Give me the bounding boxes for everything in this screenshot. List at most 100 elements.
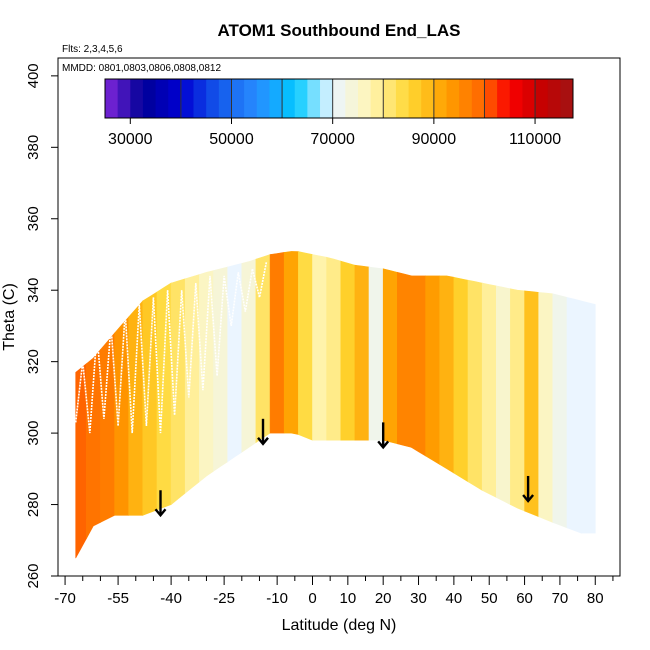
data-column: [213, 266, 228, 472]
data-column: [382, 268, 398, 445]
y-axis-title: Theta (C): [1, 283, 18, 351]
data-column: [269, 252, 285, 434]
arrow-head: [377, 440, 390, 450]
data-column: [439, 275, 455, 474]
x-axis: -70 -55 -40 -25 -10 0 10 20 30 40 50 60 70 80: [54, 576, 614, 607]
arrow-head: [522, 494, 535, 503]
y-tick-label: 400: [25, 63, 42, 88]
colorbar-swatch: [459, 79, 473, 118]
data-column: [510, 288, 525, 512]
y-tick-label: 280: [25, 492, 42, 517]
plot-area: [75, 251, 596, 559]
y-tick-label: 340: [25, 278, 42, 303]
colorbar-swatch: [193, 79, 207, 118]
colorbar-swatch: [218, 79, 232, 118]
colorbar-frame: [104, 78, 574, 119]
data-column: [255, 254, 271, 444]
x-tick-label: 20: [375, 590, 392, 607]
data-column: [326, 256, 342, 441]
y-tick-label: 360: [25, 206, 42, 231]
colorbar-swatch: [408, 79, 422, 118]
x-tick-label: -10: [266, 590, 288, 607]
data-column: [340, 260, 356, 441]
colorbar-swatch: [421, 79, 435, 118]
colorbar-swatch: [307, 79, 321, 118]
data-column: [580, 300, 596, 534]
x-tick-label: 80: [587, 590, 604, 607]
data-column: [524, 290, 540, 518]
x-tick-label: 50: [481, 590, 498, 607]
colorbar-swatch: [117, 79, 131, 118]
y-axis: 260 280 300 320 340 360 380 400: [25, 63, 58, 589]
colorbar-swatch: [484, 79, 498, 118]
plot-frame: [57, 57, 621, 577]
colorbar-swatch: [155, 79, 169, 118]
colorbar-swatch: [294, 79, 308, 118]
colorbar-swatch: [168, 79, 182, 118]
colorbar-swatch: [269, 79, 283, 118]
colorbar-swatch: [130, 79, 144, 118]
arrow-head: [154, 508, 167, 518]
colorbar-swatch: [231, 79, 245, 118]
data-column: [467, 279, 483, 491]
colorbar-swatch: [547, 79, 561, 118]
data-column: [495, 285, 511, 506]
x-tick-label: -40: [160, 590, 182, 607]
data-column: [411, 275, 426, 457]
x-tick-label: 60: [516, 590, 533, 607]
tropopause-trace: [74, 261, 268, 434]
x-tick-label: 70: [552, 590, 569, 607]
x-tick-label: -25: [213, 590, 235, 607]
x-tick-label: 0: [308, 590, 316, 607]
colorbar-swatch: [446, 79, 460, 118]
y-tick-label: 300: [25, 421, 42, 446]
x-tick-label: 40: [446, 590, 463, 607]
colorbar-swatch: [497, 79, 511, 118]
x-tick-label: -55: [107, 590, 129, 607]
flights-label: Flts: 2,3,4,5,6: [62, 44, 123, 55]
x-tick-label: -70: [54, 590, 76, 607]
colorbar-swatch: [332, 79, 346, 118]
data-column: [538, 292, 554, 523]
colorbar-swatch: [320, 79, 334, 118]
colorbar-swatch: [282, 79, 296, 118]
colorbar-swatch: [256, 79, 270, 118]
arrows: [154, 418, 535, 518]
data-column: [312, 254, 327, 441]
colorbar: 30000 50000 70000 90000 110000: [104, 78, 574, 148]
dates-label: MMDD: 0801,0803,0806,0808,0812: [62, 63, 221, 74]
colorbar-swatch: [560, 79, 574, 118]
trace-line: [74, 261, 268, 434]
x-tick-label: 30: [410, 590, 427, 607]
data-column: [396, 271, 412, 448]
data-column: [552, 293, 568, 529]
colorbar-swatch: [345, 79, 359, 118]
y-tick-label: 260: [25, 563, 42, 588]
chart-title: ATOM1 Southbound End_LAS: [217, 21, 460, 40]
colorbar-tick-label: 30000: [108, 131, 153, 148]
data-column: [298, 251, 313, 441]
y-tick-label: 320: [25, 349, 42, 374]
colorbar-swatch: [433, 79, 447, 118]
colorbar-swatch: [383, 79, 397, 118]
data-column: [283, 251, 299, 435]
y-tick-label: 380: [25, 135, 42, 160]
colorbar-swatch: [105, 79, 119, 118]
colorbar-swatch: [471, 79, 485, 118]
colorbar-swatch: [244, 79, 258, 118]
colorbar-tick-label: 70000: [310, 131, 355, 148]
data-column: [453, 276, 469, 483]
data-column: [86, 348, 101, 539]
x-tick-label: 10: [339, 590, 356, 607]
data-column: [481, 282, 497, 498]
colorbar-swatch: [357, 79, 372, 118]
colorbar-tick-label: 90000: [412, 131, 457, 148]
colorbar-swatch: [370, 79, 384, 118]
colorbar-swatch: [522, 79, 536, 118]
colorbar-tick-label: 110000: [509, 131, 561, 148]
colorbar-swatch: [535, 79, 549, 118]
colorbar-swatch: [142, 79, 156, 118]
colorbar-tick-label: 50000: [209, 131, 254, 148]
colorbar-swatch: [206, 79, 220, 118]
